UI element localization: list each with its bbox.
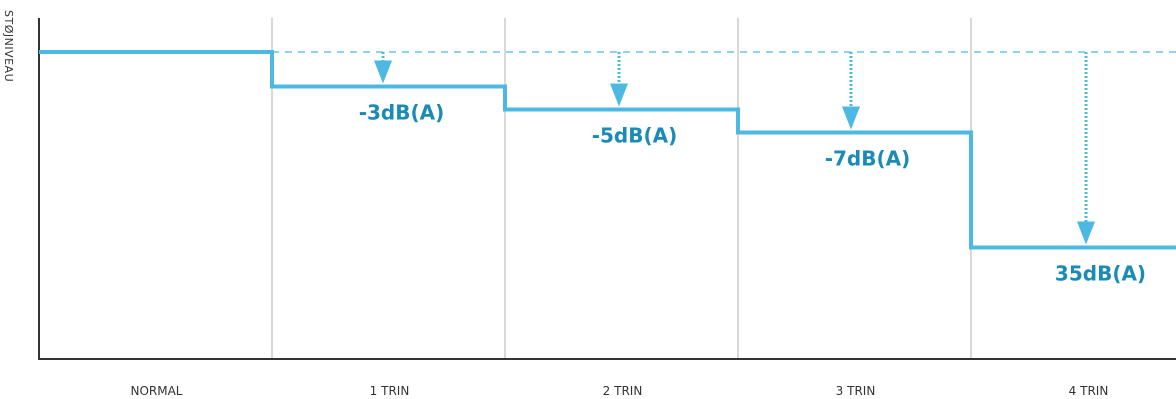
x-tick-label: 3 TRIN — [836, 384, 876, 398]
series-line — [39, 50, 1176, 250]
y-axis-label: STØJNIVEAU — [2, 10, 15, 83]
arrow-head — [842, 106, 860, 130]
x-tick-label: 1 TRIN — [370, 384, 410, 398]
x-tick-label: 4 TRIN — [1069, 384, 1109, 398]
arrow-head — [610, 83, 628, 107]
x-tick-label: NORMAL — [130, 384, 182, 398]
arrow-head — [1077, 221, 1095, 245]
data-label: -7dB(A) — [825, 147, 911, 171]
data-label: 35dB(A) — [1055, 262, 1146, 286]
data-label: -3dB(A) — [359, 101, 445, 125]
x-tick-label: 2 TRIN — [603, 384, 643, 398]
data-label: -5dB(A) — [592, 124, 678, 148]
arrow-head — [374, 60, 392, 84]
